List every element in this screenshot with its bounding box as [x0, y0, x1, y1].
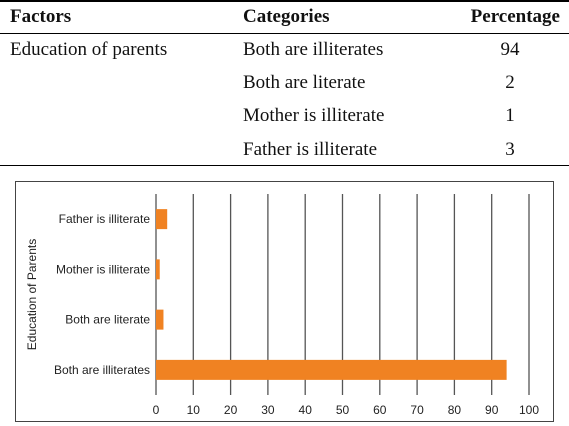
header-categories: Categories	[243, 6, 330, 27]
y-category-label: Father is illiterate	[59, 212, 151, 226]
x-tick-label: 50	[336, 403, 350, 417]
table-bottom-rule	[0, 165, 569, 166]
x-tick-label: 90	[485, 403, 499, 417]
percentage-cell: 2	[505, 72, 515, 93]
y-category-label: Both are illiterates	[54, 363, 150, 377]
category-cell: Father is illiterate	[243, 139, 378, 160]
header-factors: Factors	[10, 6, 72, 27]
bar	[156, 359, 507, 380]
x-tick-label: 0	[153, 403, 160, 417]
category-cell: Both are illiterates	[243, 39, 384, 60]
bar-chart: 0 10 20 30 40 50 60 70 80 90 100 Both are illiterat…	[25, 194, 539, 417]
percentage-cell: 1	[505, 105, 515, 126]
header-percentage: Percentage	[470, 6, 560, 27]
category-cell: Both are literate	[243, 72, 366, 93]
factor-cell: Education of parents	[10, 39, 168, 60]
y-category-label: Both are literate	[65, 313, 150, 327]
bar	[156, 259, 160, 280]
x-tick-label: 80	[448, 403, 462, 417]
chart-frame	[15, 181, 554, 422]
x-tick-label: 70	[410, 403, 424, 417]
percentage-cell: 3	[505, 139, 515, 160]
y-axis-title: Education of Parents	[25, 239, 39, 350]
x-tick-label: 60	[373, 403, 387, 417]
category-cell: Mother is illiterate	[243, 105, 385, 126]
bar	[156, 209, 168, 230]
percentage-cell: 94	[500, 39, 520, 60]
x-tick-label: 100	[519, 403, 539, 417]
x-tick-label: 20	[224, 403, 238, 417]
bar	[156, 309, 164, 330]
x-tick-label: 10	[187, 403, 201, 417]
y-category-label: Mother is illiterate	[56, 262, 150, 276]
x-tick-label: 40	[299, 403, 313, 417]
x-tick-label: 30	[261, 403, 275, 417]
table-header-rule	[0, 33, 569, 34]
table-top-rule	[0, 0, 569, 2]
